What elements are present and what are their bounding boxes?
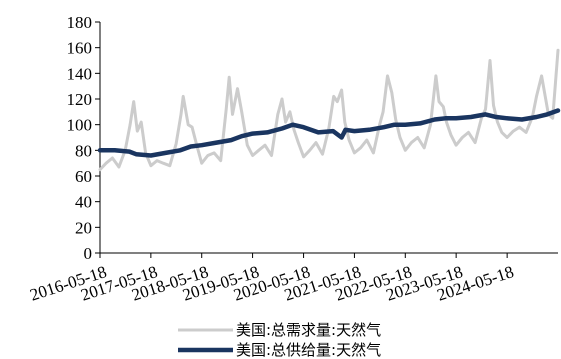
y-tick-label: 160 bbox=[67, 39, 93, 58]
y-tick-label: 100 bbox=[67, 116, 93, 135]
series-line-2 bbox=[97, 108, 561, 158]
y-tick-label: 180 bbox=[67, 13, 93, 32]
chart-axes: 0204060801001201401601802016-05-182017-0… bbox=[28, 13, 558, 305]
legend-label-2: 美国:总供给量:天然气 bbox=[236, 341, 381, 359]
y-tick-label: 40 bbox=[75, 193, 92, 212]
y-tick-label: 0 bbox=[84, 244, 93, 263]
plot-area bbox=[97, 48, 561, 172]
y-tick-label: 60 bbox=[75, 167, 92, 186]
y-tick-label: 80 bbox=[75, 141, 92, 160]
y-tick-label: 140 bbox=[67, 64, 93, 83]
legend-label-1: 美国:总需求量:天然气 bbox=[236, 321, 381, 339]
y-tick-label: 20 bbox=[75, 218, 92, 237]
y-tick-label: 120 bbox=[67, 90, 93, 109]
